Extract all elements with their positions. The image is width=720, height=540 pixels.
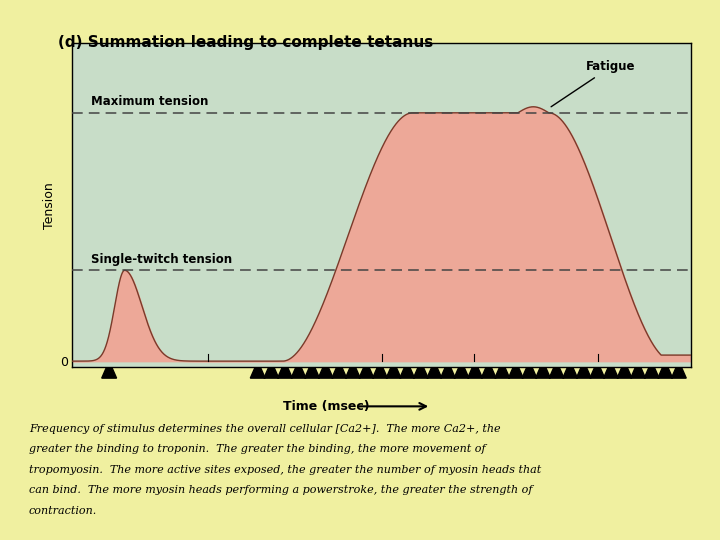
Polygon shape [508,361,523,378]
Polygon shape [277,361,292,378]
Polygon shape [427,361,442,378]
Text: Frequency of stimulus determines the overall cellular [Ca2+].  The more Ca2+, th: Frequency of stimulus determines the ove… [29,424,500,434]
Polygon shape [536,361,550,378]
Polygon shape [658,361,672,378]
Polygon shape [291,361,306,378]
Text: Maximum tension: Maximum tension [91,95,208,109]
Polygon shape [590,361,605,378]
Polygon shape [318,361,333,378]
Polygon shape [372,361,387,378]
Text: Single-twitch tension: Single-twitch tension [91,253,232,266]
Polygon shape [495,361,510,378]
Polygon shape [400,361,415,378]
Polygon shape [631,361,646,378]
Polygon shape [332,361,347,378]
Polygon shape [563,361,577,378]
Text: can bind.  The more myosin heads performing a powerstroke, the greater the stren: can bind. The more myosin heads performi… [29,485,532,496]
Polygon shape [617,361,632,378]
Polygon shape [671,361,686,378]
Polygon shape [441,361,455,378]
Polygon shape [359,361,374,378]
Polygon shape [481,361,496,378]
Polygon shape [454,361,469,378]
Polygon shape [346,361,360,378]
Polygon shape [549,361,564,378]
Text: (d) Summation leading to complete tetanus: (d) Summation leading to complete tetanu… [58,35,433,50]
Polygon shape [102,361,117,378]
Polygon shape [305,361,320,378]
Polygon shape [644,361,659,378]
Text: tropomyosin.  The more active sites exposed, the greater the number of myosin he: tropomyosin. The more active sites expos… [29,465,541,475]
Polygon shape [413,361,428,378]
Text: contraction.: contraction. [29,506,97,516]
Polygon shape [603,361,618,378]
Polygon shape [522,361,537,378]
Y-axis label: Tension: Tension [42,182,55,228]
Text: greater the binding to troponin.  The greater the binding, the more movement of: greater the binding to troponin. The gre… [29,444,485,455]
Text: Fatigue: Fatigue [551,60,636,107]
Polygon shape [264,361,279,378]
Polygon shape [251,361,265,378]
Text: Time (msec): Time (msec) [282,400,369,413]
Polygon shape [576,361,591,378]
Polygon shape [386,361,401,378]
Polygon shape [468,361,482,378]
